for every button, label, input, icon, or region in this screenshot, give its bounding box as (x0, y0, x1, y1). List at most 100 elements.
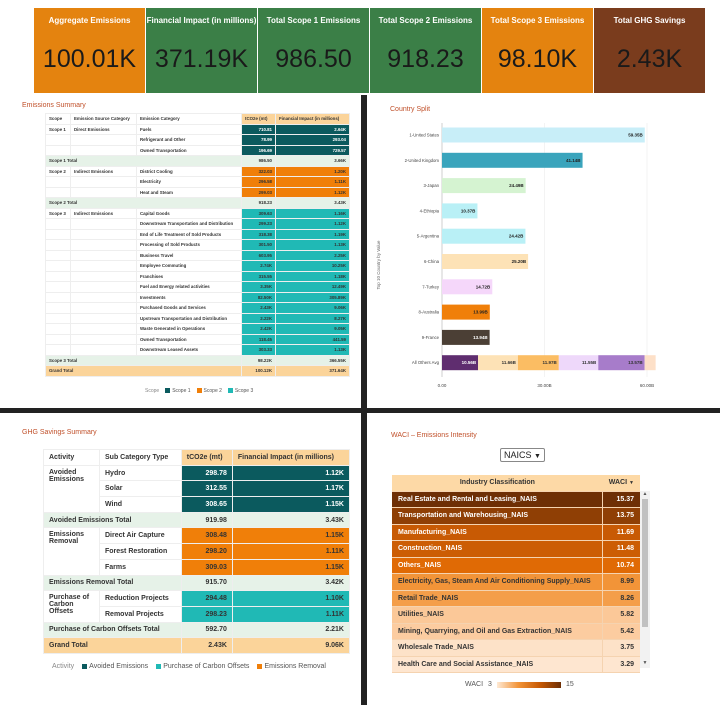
bar[interactable] (442, 228, 526, 244)
table-row: Scope 1 Direct Emissions Fuels 710.81 2.64K (45, 123, 350, 135)
source-cell (70, 249, 137, 261)
legend-item[interactable]: Purchase of Carbon Offsets (156, 663, 249, 670)
industry-cell: Electricity, Gas, Steam And Air Conditio… (392, 573, 603, 591)
total-row: Emissions Removal Total 915.70 3.42K (43, 574, 351, 592)
financial-cell: 1.12K (275, 186, 350, 198)
bar[interactable] (442, 279, 493, 295)
bar[interactable] (442, 127, 645, 143)
financial-cell: 1.20K (275, 165, 350, 177)
bar[interactable] (442, 152, 583, 168)
financial-cell: 1.11K (231, 605, 351, 623)
activity-legend: Activity Avoided Emissions Purchase of Car… (52, 663, 326, 670)
waci-cell: 15.37 (602, 491, 640, 508)
legend-item[interactable]: Scope 3 (227, 388, 253, 394)
subcategory-cell: Solar (99, 480, 182, 498)
total-label: Grand Total (45, 365, 242, 377)
table-row: End of Life Treatment of Sold Products 31… (45, 228, 350, 240)
column-header: Activity (43, 449, 100, 466)
waci-cell: 8.26 (602, 590, 640, 607)
category-cell: Capital Goods (135, 207, 243, 219)
table-row: Fuel and Energy related activities 3.35K 1… (45, 281, 350, 293)
waci-cell: 11.69 (602, 524, 640, 541)
sort-desc-icon: ▼ (629, 480, 634, 487)
scope-cell: Scope 1 (45, 123, 71, 135)
table-row: Franchises 315.55 1.18K (45, 270, 350, 282)
naics-select[interactable]: NAICS ▼ (500, 448, 545, 462)
scope-cell: Scope 3 (45, 207, 71, 219)
table-row[interactable]: Transportation and Warehousing_NAIS 13.75 (392, 507, 640, 525)
legend-item[interactable]: Scope 1 (165, 388, 191, 394)
stacked-segment[interactable] (598, 355, 645, 371)
tco2e-cell: 312.55 (180, 480, 233, 498)
waci-header-label: WACI (608, 479, 628, 487)
source-cell: Indirect Emissions (70, 207, 137, 219)
legend-label: Scope 2 (203, 388, 222, 394)
stacked-segment[interactable] (442, 355, 479, 371)
table-row[interactable]: Utilities_NAIS 5.82 (392, 606, 640, 624)
category-cell: Owned Transportation (135, 144, 243, 156)
scrollbar-thumb[interactable] (642, 499, 648, 627)
financial-cell: 1.16K (275, 207, 350, 219)
category-cell: Downstream Leased Assets (135, 344, 243, 356)
column-header-industry[interactable]: Industry Classification (392, 475, 603, 492)
table-row[interactable]: Wholesale Trade_NAIS 3.75 (392, 639, 640, 657)
category-cell: End of Life Treatment of Sold Products (135, 228, 243, 240)
column-header-waci[interactable]: WACI ▼ (602, 475, 640, 492)
table-row[interactable]: Retail Trade_NAIS 8.26 (392, 590, 640, 607)
financial-cell: 1.15K (231, 496, 351, 513)
country-split-title: Country Split (390, 106, 431, 113)
total-row: Avoided Emissions Total 919.98 3.43K (43, 511, 351, 529)
financial-cell: 3.43K (231, 511, 351, 529)
column-header: Financial Impact (in millions) (231, 449, 351, 466)
bar[interactable] (442, 254, 529, 269)
total-label: Scope 2 Total (45, 197, 242, 209)
table-row: Waste Generated in Operations 2.42K 9.05K (45, 323, 350, 335)
bar[interactable] (442, 329, 490, 345)
table-row[interactable]: Health Care and Social Assistance_NAIS 3.… (392, 656, 640, 673)
y-tick-label: 4-Ethiopia (420, 208, 440, 213)
bar[interactable] (442, 304, 490, 320)
legend-item[interactable]: Scope 2 (196, 388, 222, 394)
tco2e-cell: 710.81 (241, 123, 276, 135)
bar[interactable] (442, 178, 526, 194)
table-row[interactable]: Real Estate and Rental and Leasing_NAIS 1… (392, 491, 640, 508)
bar[interactable] (442, 203, 478, 219)
table-row[interactable]: Mining, Quarrying, and Oil and Gas Extra… (392, 623, 640, 640)
kpi-tile: Total Scope 1 Emissions 986.50 (257, 7, 370, 94)
category-cell: Fuels (135, 123, 243, 135)
scope-cell (45, 144, 71, 156)
source-cell: Direct Emissions (70, 123, 137, 135)
table-row[interactable]: Construction_NAIS 11.48 (392, 540, 640, 558)
legend-item[interactable]: Avoided Emissions (82, 663, 148, 670)
legend-label: Avoided Emissions (89, 663, 149, 670)
industry-cell: Construction_NAIS (392, 540, 603, 558)
legend-label: Purchase of Carbon Offsets (163, 663, 250, 670)
scroll-up-icon[interactable]: ▲ (642, 491, 648, 497)
financial-cell: 2.25K (275, 249, 350, 261)
stacked-segment[interactable] (558, 355, 599, 371)
scope-cell (45, 176, 71, 188)
source-cell: Indirect Emissions (70, 165, 137, 177)
stacked-segment[interactable] (478, 355, 518, 371)
financial-cell: 305.89K (275, 291, 350, 303)
table-row[interactable]: Electricity, Gas, Steam And Air Conditio… (392, 573, 640, 591)
column-header: Sub Category Type (99, 449, 182, 466)
scroll-down-icon[interactable]: ▼ (642, 660, 648, 666)
table-header: Activity Sub Category Type tCO2e (mt) Finan… (43, 449, 351, 466)
waci-scrollbar[interactable]: ▲ ▼ (640, 491, 650, 668)
table-row[interactable]: Manufacturing_NAIS 11.69 (392, 524, 640, 541)
table-row[interactable]: Others_NAIS 10.74 (392, 557, 640, 574)
table-row: Avoided Emissions Hydro 298.78 1.12K (43, 464, 351, 513)
legend-item[interactable]: Emissions Removal (257, 663, 326, 670)
legend-label: Emissions Removal (264, 663, 326, 670)
financial-cell: 1.15K (231, 527, 351, 545)
stacked-segment[interactable] (517, 355, 559, 371)
data-label: 13.94B (473, 335, 488, 340)
tco2e-cell: 3.35K (241, 281, 276, 293)
source-cell (70, 144, 137, 156)
source-cell (70, 134, 137, 146)
table-row: Owned Transportation 118.45 441.59 (45, 333, 350, 345)
subcategory-cell: Direct Air Capture (99, 527, 182, 545)
total-label: Scope 3 Total (45, 354, 242, 366)
y-tick-label: 7-Turkey (422, 284, 440, 289)
